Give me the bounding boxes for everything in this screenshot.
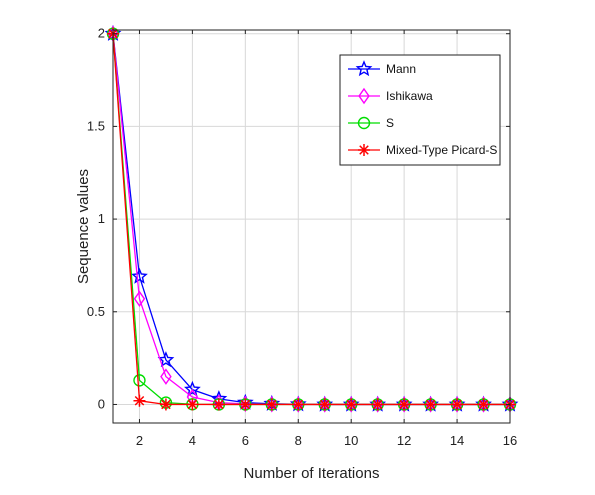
data-point (265, 398, 278, 411)
legend-label: S (386, 116, 394, 130)
data-point (358, 87, 370, 105)
data-point (239, 398, 252, 411)
legend-label: Ishikawa (386, 89, 433, 103)
x-tick-label: 8 (295, 433, 302, 448)
plot-area-frame (112, 29, 511, 424)
x-tick-label: 12 (397, 433, 411, 448)
data-point-stroke (425, 399, 436, 410)
data-point-stroke (161, 399, 171, 410)
data-point-stroke (293, 399, 304, 410)
data-point (318, 398, 331, 411)
data-point-stroke (359, 145, 369, 155)
data-point-stroke (240, 399, 251, 410)
data-point (355, 60, 373, 77)
data-point-stroke (214, 399, 224, 410)
data-point (131, 267, 148, 284)
data-point (292, 398, 305, 411)
x-tick-label: 4 (189, 433, 196, 448)
y-tick-label: 2 (98, 26, 105, 41)
y-tick-label: 0.5 (87, 304, 105, 319)
y-tick-label: 1 (98, 211, 105, 226)
data-point (358, 144, 370, 156)
data-point (133, 374, 146, 387)
data-point-stroke (372, 399, 383, 410)
data-point (371, 398, 384, 411)
data-point (133, 290, 146, 308)
series-line (112, 33, 510, 406)
y-tick-label: 1.5 (87, 118, 105, 133)
data-point (357, 116, 371, 130)
x-tick-label: 16 (503, 433, 517, 448)
data-point (159, 398, 172, 411)
data-point (477, 398, 490, 411)
legend-item: Mann (348, 60, 416, 77)
legend: Mann Ishikawa S Mixed-Type Picard-S (339, 54, 501, 166)
legend-item: Ishikawa (348, 87, 433, 105)
data-point (424, 398, 437, 411)
data-point (398, 398, 411, 411)
legend-item: Mixed-Type Picard-S (348, 143, 497, 157)
data-point-stroke (187, 399, 198, 410)
data-point-stroke (134, 395, 145, 406)
series-layer (104, 24, 519, 413)
data-point-stroke (319, 399, 330, 410)
data-point (451, 398, 464, 411)
x-tick-label: 6 (242, 433, 249, 448)
axis-ticks: 2 4 6 8 10 12 14 16 0 0.5 1 1.5 2 (87, 26, 517, 448)
legend-label: Mixed-Type Picard-S (386, 143, 497, 157)
data-point (160, 368, 172, 385)
data-point-stroke (267, 399, 277, 410)
data-point (212, 398, 225, 411)
data-point-stroke (478, 399, 489, 410)
legend-label: Mann (386, 62, 416, 76)
series-mixed-type-picard-s (107, 27, 516, 411)
data-point (345, 398, 358, 411)
data-point (186, 398, 199, 411)
data-point (133, 394, 146, 407)
legend-item: S (348, 116, 394, 130)
data-point-stroke (346, 399, 356, 410)
data-point (184, 380, 201, 397)
y-axis-title: Sequence values (75, 169, 92, 284)
data-point (157, 351, 175, 368)
x-axis-title: Number of Iterations (244, 465, 380, 482)
x-tick-label: 2 (136, 433, 143, 448)
y-tick-label: 0 (98, 396, 105, 411)
x-tick-label: 14 (450, 433, 464, 448)
x-tick-label: 10 (344, 433, 358, 448)
data-point-stroke (399, 399, 409, 410)
data-point-stroke (452, 399, 462, 410)
